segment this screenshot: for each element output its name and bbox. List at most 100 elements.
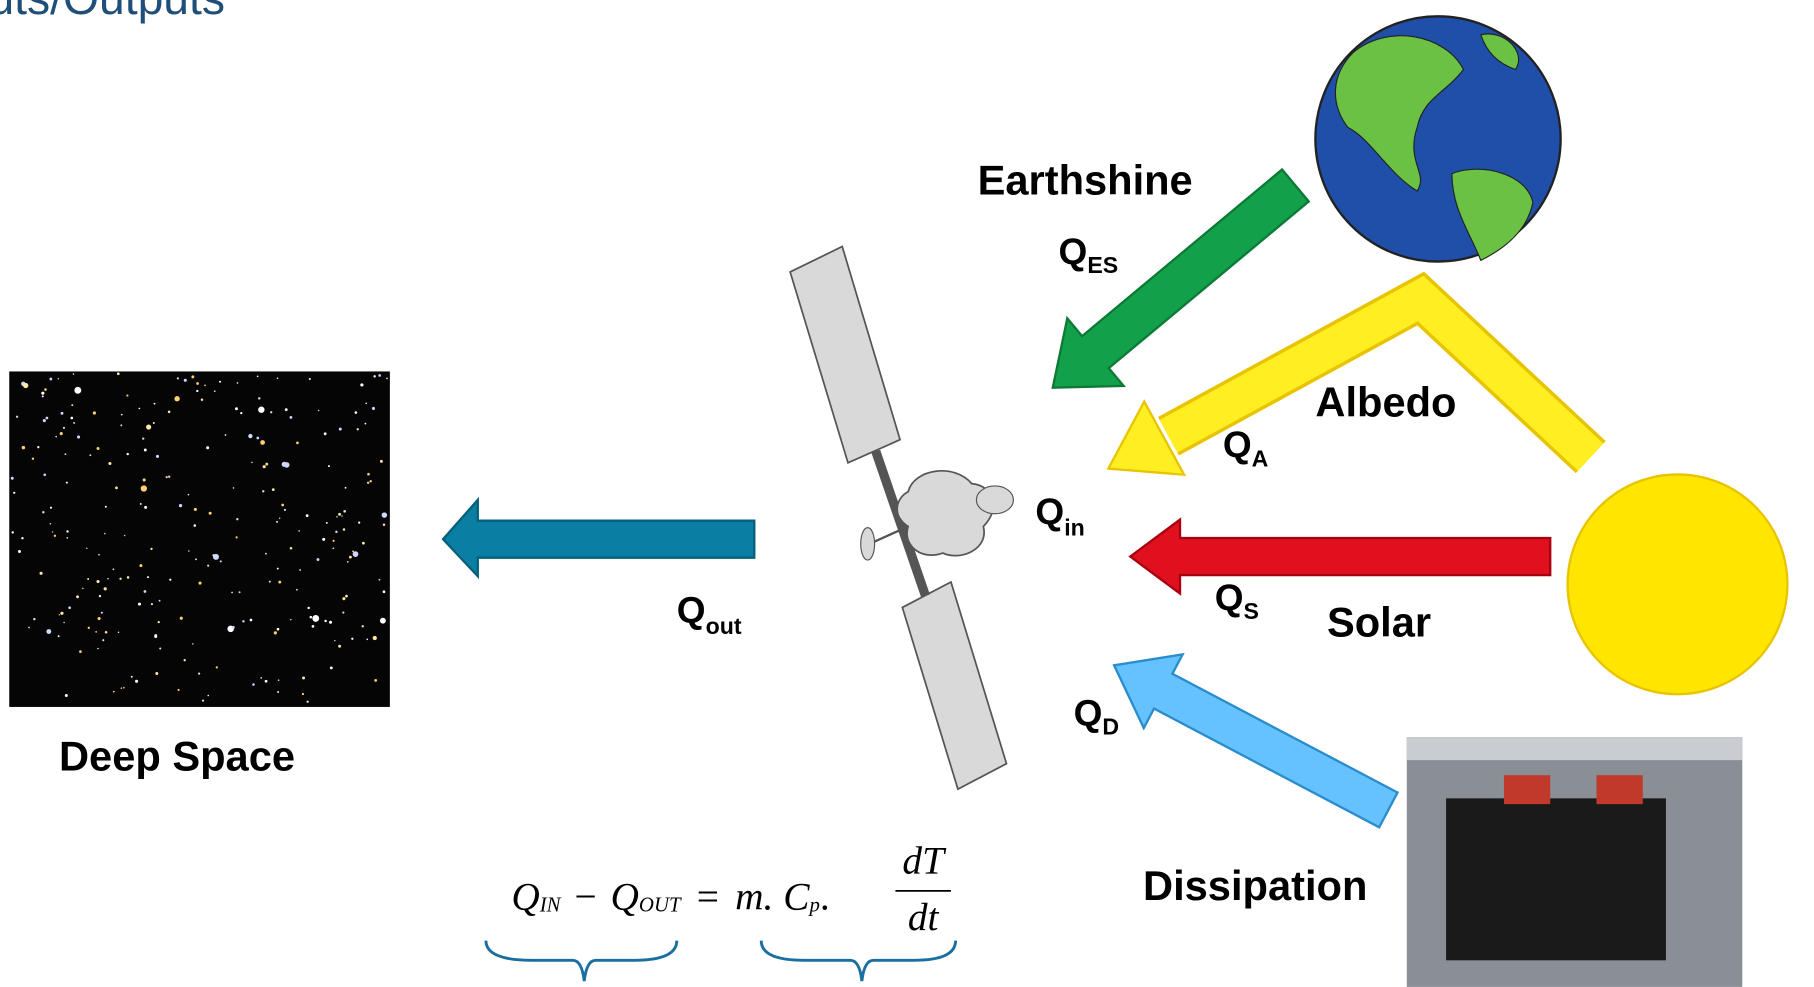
- star: [28, 627, 30, 629]
- star: [360, 383, 363, 386]
- q-out: Qout: [677, 588, 742, 639]
- solar-label: Solar: [1327, 598, 1431, 645]
- star: [33, 618, 35, 620]
- star: [298, 530, 300, 532]
- star: [66, 530, 68, 532]
- star: [333, 540, 335, 542]
- star: [277, 377, 279, 379]
- star: [290, 416, 293, 419]
- solar-panel: [790, 247, 900, 463]
- star: [102, 639, 104, 641]
- brace: [761, 941, 955, 981]
- star: [357, 428, 359, 430]
- star: [370, 480, 372, 482]
- star: [121, 687, 123, 689]
- star: [258, 407, 264, 413]
- q-out-arrow: [443, 500, 754, 576]
- star: [310, 616, 313, 619]
- star: [123, 687, 125, 689]
- star: [61, 412, 64, 415]
- eq-numerator: dT: [902, 839, 947, 883]
- star: [39, 572, 42, 575]
- star: [121, 414, 123, 416]
- star: [46, 417, 49, 420]
- star: [362, 625, 364, 627]
- eq-term: Q: [511, 874, 539, 918]
- star: [41, 392, 44, 395]
- star: [168, 476, 170, 478]
- star: [276, 521, 278, 523]
- star: [342, 597, 345, 600]
- star: [225, 434, 227, 436]
- star: [63, 427, 65, 429]
- star: [343, 510, 346, 513]
- antenna: [861, 528, 875, 560]
- star: [367, 473, 370, 476]
- star: [142, 437, 144, 439]
- subscript: ES: [1087, 252, 1118, 278]
- star: [343, 528, 346, 531]
- star: [22, 446, 25, 449]
- star: [240, 412, 242, 414]
- star: [330, 666, 333, 669]
- star: [115, 487, 118, 490]
- star: [256, 437, 259, 440]
- star: [365, 423, 367, 425]
- star: [367, 482, 369, 484]
- star: [324, 432, 327, 435]
- star: [322, 538, 325, 541]
- star: [329, 621, 332, 624]
- star: [302, 677, 305, 680]
- star: [202, 700, 204, 702]
- star: [257, 375, 259, 377]
- star: [146, 424, 151, 429]
- star: [335, 531, 337, 533]
- star: [236, 536, 238, 538]
- star: [306, 514, 309, 517]
- arrow-shape: [1095, 628, 1408, 846]
- star: [358, 522, 360, 524]
- star: [95, 631, 97, 633]
- star: [188, 494, 190, 496]
- albedo-label: Albedo: [1315, 379, 1456, 426]
- star: [140, 503, 142, 505]
- star: [32, 458, 34, 460]
- star: [13, 492, 15, 494]
- symbol: Q: [1215, 576, 1244, 618]
- star: [105, 506, 107, 508]
- star: [206, 446, 209, 449]
- star: [345, 595, 348, 598]
- star: [104, 533, 106, 535]
- star: [296, 589, 298, 591]
- star: [318, 410, 320, 412]
- star: [307, 607, 309, 609]
- symbol: Q: [1223, 423, 1252, 465]
- hardware-bg: [1407, 737, 1742, 760]
- brace: [486, 941, 677, 981]
- star: [52, 531, 53, 532]
- star: [282, 462, 287, 467]
- star: [339, 428, 342, 431]
- star: [265, 680, 268, 683]
- star: [60, 432, 63, 435]
- star: [98, 554, 100, 556]
- star: [220, 560, 222, 562]
- star: [326, 522, 328, 524]
- antenna: [976, 486, 1013, 514]
- star: [341, 515, 343, 517]
- star: [158, 621, 160, 623]
- star: [207, 565, 209, 567]
- star: [299, 569, 301, 571]
- star: [312, 625, 315, 628]
- star: [242, 620, 244, 622]
- star: [290, 547, 293, 550]
- star: [43, 473, 46, 476]
- star: [89, 454, 91, 456]
- star: [76, 595, 79, 598]
- star: [278, 679, 280, 681]
- star: [96, 580, 99, 583]
- dissipation-label: Dissipation: [1143, 862, 1367, 909]
- star: [174, 396, 179, 401]
- star: [219, 381, 221, 383]
- star: [65, 694, 68, 697]
